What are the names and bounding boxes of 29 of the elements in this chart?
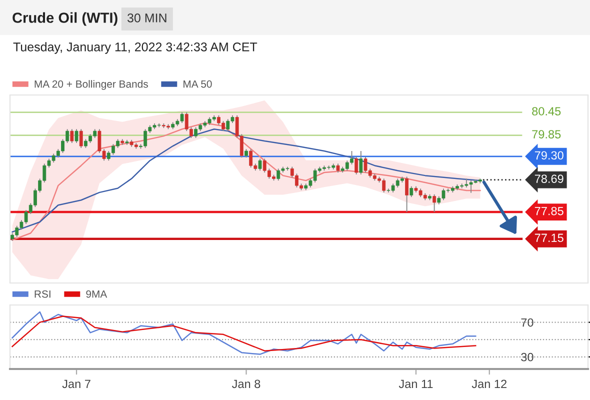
- ref-line-label: 80.45: [532, 107, 561, 116]
- ref-line-label: 79.30: [534, 151, 564, 160]
- candlestick: [74, 128, 78, 144]
- candlestick: [249, 148, 253, 168]
- chart-title: Crude Oil (WTI): [12, 12, 118, 26]
- candlestick: [258, 158, 262, 172]
- y-tick-label: 70: [521, 318, 534, 327]
- legend-label: 9MA: [86, 290, 108, 298]
- candlestick: [70, 128, 74, 144]
- ref-line-label: 78.69: [534, 174, 564, 183]
- candlestick: [432, 194, 436, 213]
- candlestick: [359, 150, 363, 175]
- legend-label: MA 50: [184, 80, 212, 88]
- candlestick: [79, 128, 83, 148]
- chart-subtitle: 30 MIN: [127, 14, 166, 22]
- x-tick-label: Jan 7: [62, 380, 90, 388]
- text: Tuesday, January 11, 2022 3:42:33 AM CET: [13, 42, 258, 54]
- legend-label: RSI: [34, 290, 50, 298]
- candlestick: [410, 186, 414, 198]
- ref-line-label: 79.85: [532, 130, 561, 138]
- x-tick-label: Jan 11: [398, 380, 433, 388]
- y-tick-label: 30: [521, 352, 534, 362]
- candlestick: [354, 156, 358, 175]
- candlestick: [405, 176, 408, 213]
- legend-label: MA 20 + Bollinger Bands: [34, 80, 148, 90]
- x-tick-label: Jan 12: [472, 380, 507, 388]
- x-tick-label: Jan 8: [232, 380, 260, 388]
- ref-line-label: 77.15: [534, 234, 564, 242]
- ref-line-label: 77.85: [534, 206, 564, 216]
